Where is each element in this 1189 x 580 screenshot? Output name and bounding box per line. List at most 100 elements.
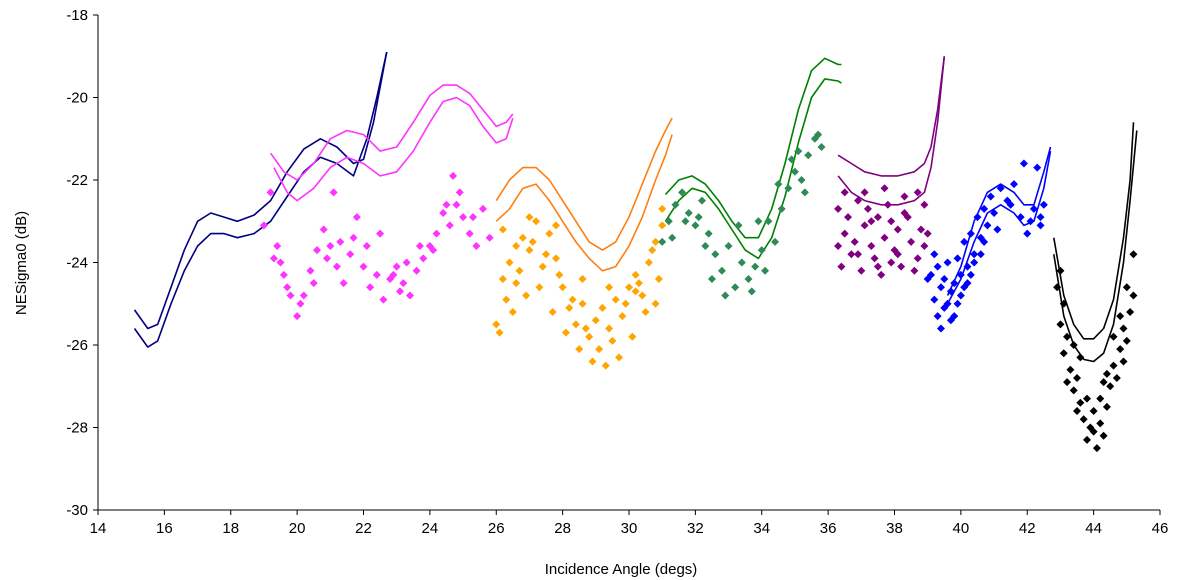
data-point [897, 262, 906, 271]
data-point [419, 254, 428, 263]
data-point [903, 213, 912, 222]
data-point [698, 196, 707, 205]
data-point [930, 295, 939, 304]
data-point [542, 250, 551, 259]
data-point [299, 291, 308, 300]
data-point [860, 188, 869, 197]
data-point [259, 221, 268, 230]
data-point [983, 221, 992, 230]
data-point [266, 188, 275, 197]
data-point [980, 237, 989, 246]
data-point [701, 242, 710, 250]
data-point [923, 229, 932, 238]
data-point [498, 275, 507, 283]
data-point [857, 266, 866, 275]
data-point [1119, 357, 1128, 366]
data-point [568, 295, 577, 304]
series-line [1053, 130, 1138, 363]
data-point [840, 229, 849, 238]
x-tick-label: 34 [753, 520, 770, 537]
data-point [286, 291, 295, 300]
x-tick-label: 30 [621, 520, 638, 537]
y-axis-title: NESigma0 (dB) [13, 211, 30, 315]
data-point [452, 200, 461, 209]
data-point [1099, 378, 1108, 387]
data-point [900, 192, 909, 201]
data-point [1092, 444, 1101, 453]
data-point [306, 266, 315, 275]
data-point [933, 312, 942, 321]
data-point [439, 209, 448, 217]
data-point [1006, 200, 1015, 209]
data-point [535, 283, 544, 292]
data-point [887, 217, 896, 226]
data-point [990, 209, 999, 217]
data-point [555, 270, 564, 279]
data-point [1063, 332, 1072, 341]
data-point [591, 316, 600, 325]
data-point [970, 250, 979, 259]
data-point [396, 287, 405, 296]
data-point [847, 250, 856, 259]
data-point [794, 147, 803, 156]
data-point [625, 283, 633, 292]
data-point [704, 229, 713, 238]
data-point [561, 328, 570, 337]
data-point [973, 213, 982, 222]
data-point [1069, 341, 1078, 349]
data-point [608, 336, 617, 345]
series-line [837, 56, 946, 206]
data-point [757, 246, 766, 255]
data-point [734, 221, 743, 230]
y-tick-label: -28 [66, 420, 88, 437]
x-tick-label: 14 [90, 520, 107, 537]
data-point [455, 188, 464, 197]
data-point [721, 291, 730, 300]
data-point [664, 217, 673, 226]
data-point [359, 262, 368, 271]
x-tick-label: 38 [886, 520, 903, 537]
data-point [913, 254, 922, 263]
data-point [867, 242, 876, 250]
data-point [638, 291, 647, 300]
data-point [787, 155, 796, 164]
data-point [346, 250, 355, 259]
data-point [751, 262, 760, 271]
data-point [522, 291, 531, 300]
axes [97, 15, 1160, 511]
data-point [804, 151, 813, 160]
data-point [376, 229, 385, 238]
series-line [273, 96, 514, 202]
series-line [495, 134, 673, 272]
data-point [1102, 369, 1111, 378]
x-tick-label: 46 [1152, 520, 1169, 537]
data-point [917, 225, 926, 234]
data-point [1096, 419, 1105, 428]
data-point [1116, 345, 1125, 354]
data-point [495, 328, 504, 337]
data-point [754, 217, 763, 226]
x-tick-label: 22 [355, 520, 372, 537]
data-point [724, 242, 733, 250]
data-point [634, 279, 643, 288]
data-point [651, 299, 660, 308]
data-point [399, 279, 408, 288]
data-point [873, 213, 882, 222]
data-point [731, 283, 740, 292]
data-point [273, 242, 282, 250]
data-point [1073, 407, 1082, 415]
data-point [950, 312, 959, 321]
data-point [601, 361, 610, 370]
data-point [449, 171, 458, 180]
data-point [515, 266, 524, 275]
data-point [747, 287, 756, 296]
data-point [1059, 299, 1068, 308]
y-axis-ticks: -30 -28 -26 -24 -22 -20 -18 [66, 7, 98, 519]
data-point [867, 217, 876, 226]
data-point [538, 262, 547, 271]
data-point [551, 221, 560, 230]
data-point [658, 221, 667, 230]
data-point [415, 242, 424, 250]
data-point [691, 221, 700, 230]
data-point [432, 229, 441, 238]
